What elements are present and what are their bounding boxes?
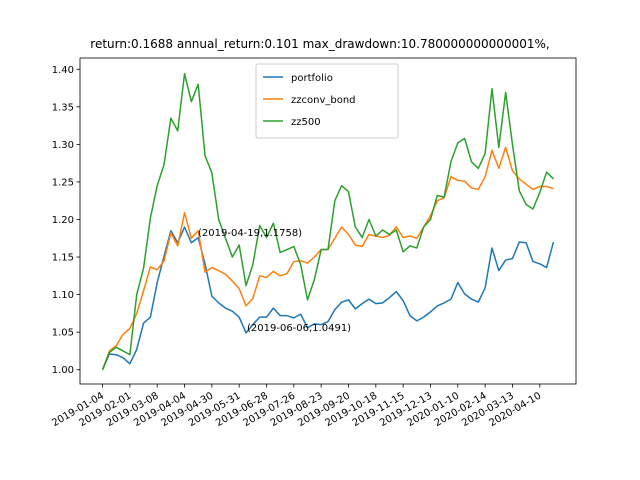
legend-box [255,63,399,139]
series-line [101,73,554,371]
annotation: (2019-04-19,1.1758) [198,228,302,239]
y-tick-label: 1.35 [52,102,74,113]
y-tick-label: 1.15 [52,253,74,264]
y-tick-label: 1.25 [52,177,74,188]
chart-title: return:0.1688 annual_return:0.101 max_dr… [90,37,549,51]
y-tick-label: 1.05 [52,328,74,339]
annotation: (2019-06-06,1.0491) [247,323,351,334]
legend-label: zz500 [291,117,321,128]
plot-frame [79,57,577,385]
legend-label: portfolio [291,73,333,84]
legend-label: zzconv_bond [291,95,356,106]
y-tick-label: 1.20 [52,215,74,226]
y-tick-label: 1.10 [52,290,74,301]
y-tick-label: 1.00 [52,365,74,376]
y-tick-label: 1.40 [52,65,74,76]
y-tick-label: 1.30 [52,140,74,151]
